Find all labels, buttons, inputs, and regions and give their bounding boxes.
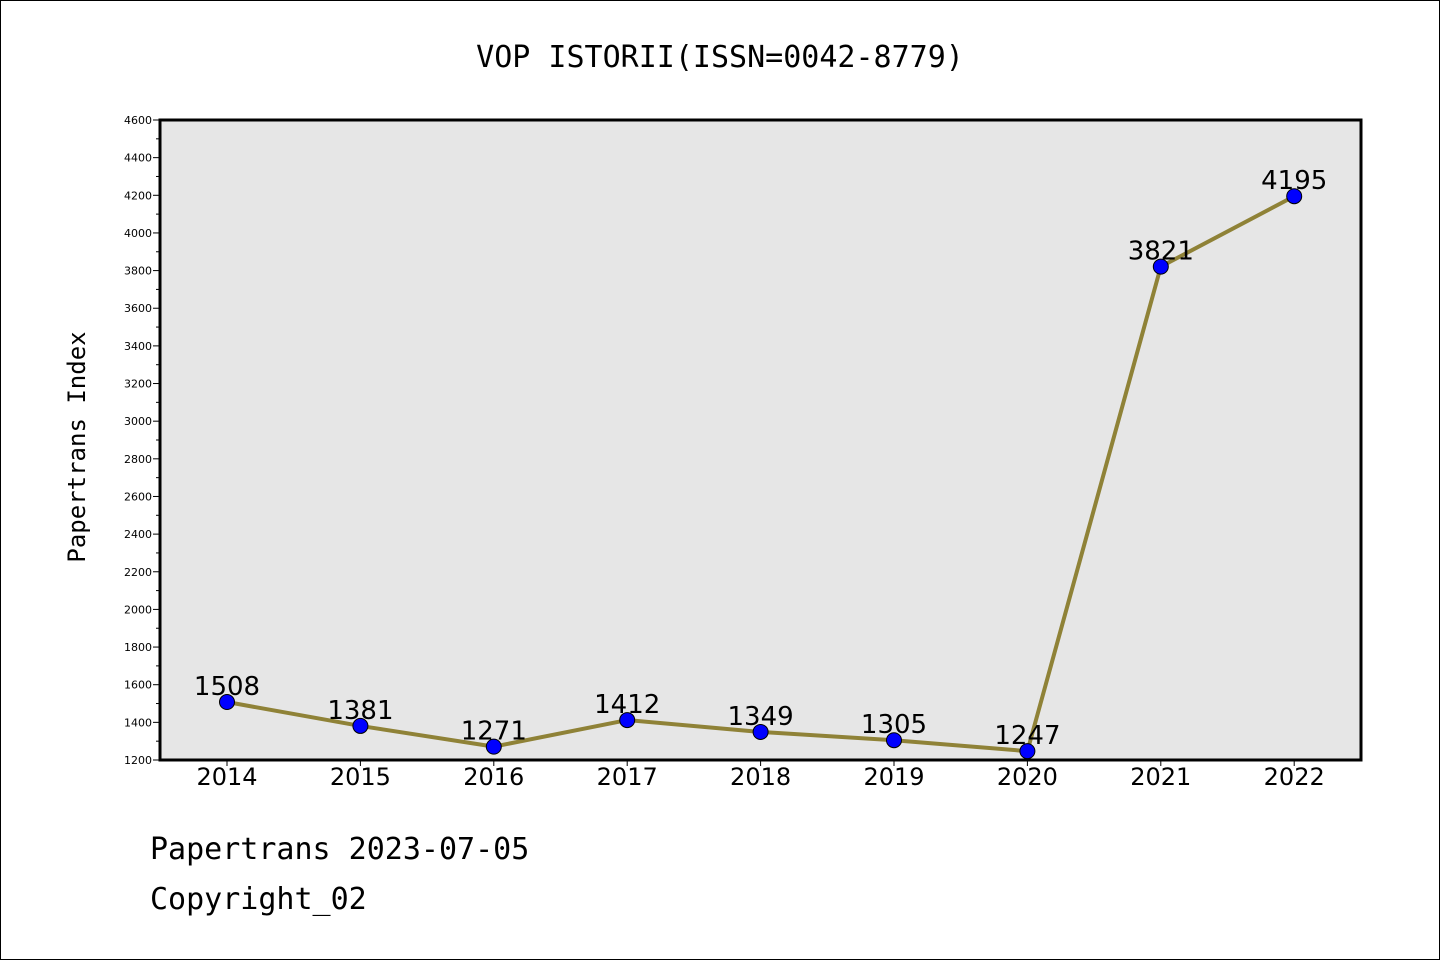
y-tick-label: 2000	[124, 603, 152, 616]
data-label: 1271	[461, 717, 527, 747]
data-label: 1381	[327, 696, 393, 726]
data-point	[619, 712, 636, 729]
x-tick-label: 2019	[863, 763, 924, 791]
y-tick-label: 4200	[124, 189, 152, 202]
y-tick-label: 2600	[124, 490, 152, 503]
data-point	[752, 723, 769, 740]
y-tick-label: 2400	[124, 528, 152, 541]
y-tick-label: 1400	[124, 716, 152, 729]
data-label: 4195	[1261, 166, 1327, 196]
y-tick-label: 3800	[124, 265, 152, 278]
x-tick-label: 2017	[597, 763, 658, 791]
data-point	[1152, 258, 1169, 275]
x-tick-label: 2020	[997, 763, 1058, 791]
footer-date: Papertrans 2023-07-05	[150, 832, 530, 867]
y-tick-label: 3000	[124, 415, 152, 428]
y-tick-label: 3400	[124, 340, 152, 353]
y-tick-label: 4400	[124, 152, 152, 165]
y-axis-ticks: 1200 1400 1600 1800 2000 2200 2400 2600 2800 3000…	[124, 114, 160, 767]
y-tick-label: 2200	[124, 566, 152, 579]
x-tick-label: 2018	[730, 763, 791, 791]
y-tick-label: 1800	[124, 641, 152, 654]
x-tick-label: 2015	[330, 763, 391, 791]
y-axis-label: Papertrans Index	[63, 331, 91, 562]
data-point	[1286, 188, 1303, 205]
x-axis-ticks: 2014 2015 2016 2017 2018 2019 2020 2021 2022	[196, 760, 1325, 791]
chart-title: VOP ISTORII(ISSN=0042-8779)	[476, 40, 964, 75]
data-point	[485, 738, 502, 755]
y-tick-label: 4000	[124, 227, 152, 240]
y-tick-label: 1200	[124, 754, 152, 767]
data-label: 3821	[1128, 237, 1194, 267]
data-label: 1247	[994, 721, 1060, 751]
y-tick-label: 3600	[124, 302, 152, 315]
data-label: 1349	[728, 702, 794, 732]
data-label: 1305	[861, 710, 927, 740]
data-label: 1508	[194, 672, 260, 702]
x-tick-label: 2022	[1264, 763, 1325, 791]
y-tick-label: 1600	[124, 679, 152, 692]
data-label: 1412	[594, 690, 660, 720]
data-point	[352, 717, 369, 734]
y-tick-label: 2800	[124, 453, 152, 466]
data-point	[886, 732, 902, 749]
x-tick-label: 2016	[463, 763, 524, 791]
data-point	[219, 694, 235, 711]
y-tick-label: 3200	[124, 378, 152, 391]
plot-area	[160, 120, 1361, 760]
x-tick-label: 2014	[196, 763, 257, 791]
plot-border	[158, 118, 1363, 762]
y-tick-label: 4600	[124, 114, 152, 127]
footer-copyright: Copyright_02	[150, 882, 367, 917]
series-layer: 1508 1381 1271 1412 1349 1305 1247 3821 4195	[194, 166, 1327, 760]
x-tick-label: 2021	[1130, 763, 1191, 791]
